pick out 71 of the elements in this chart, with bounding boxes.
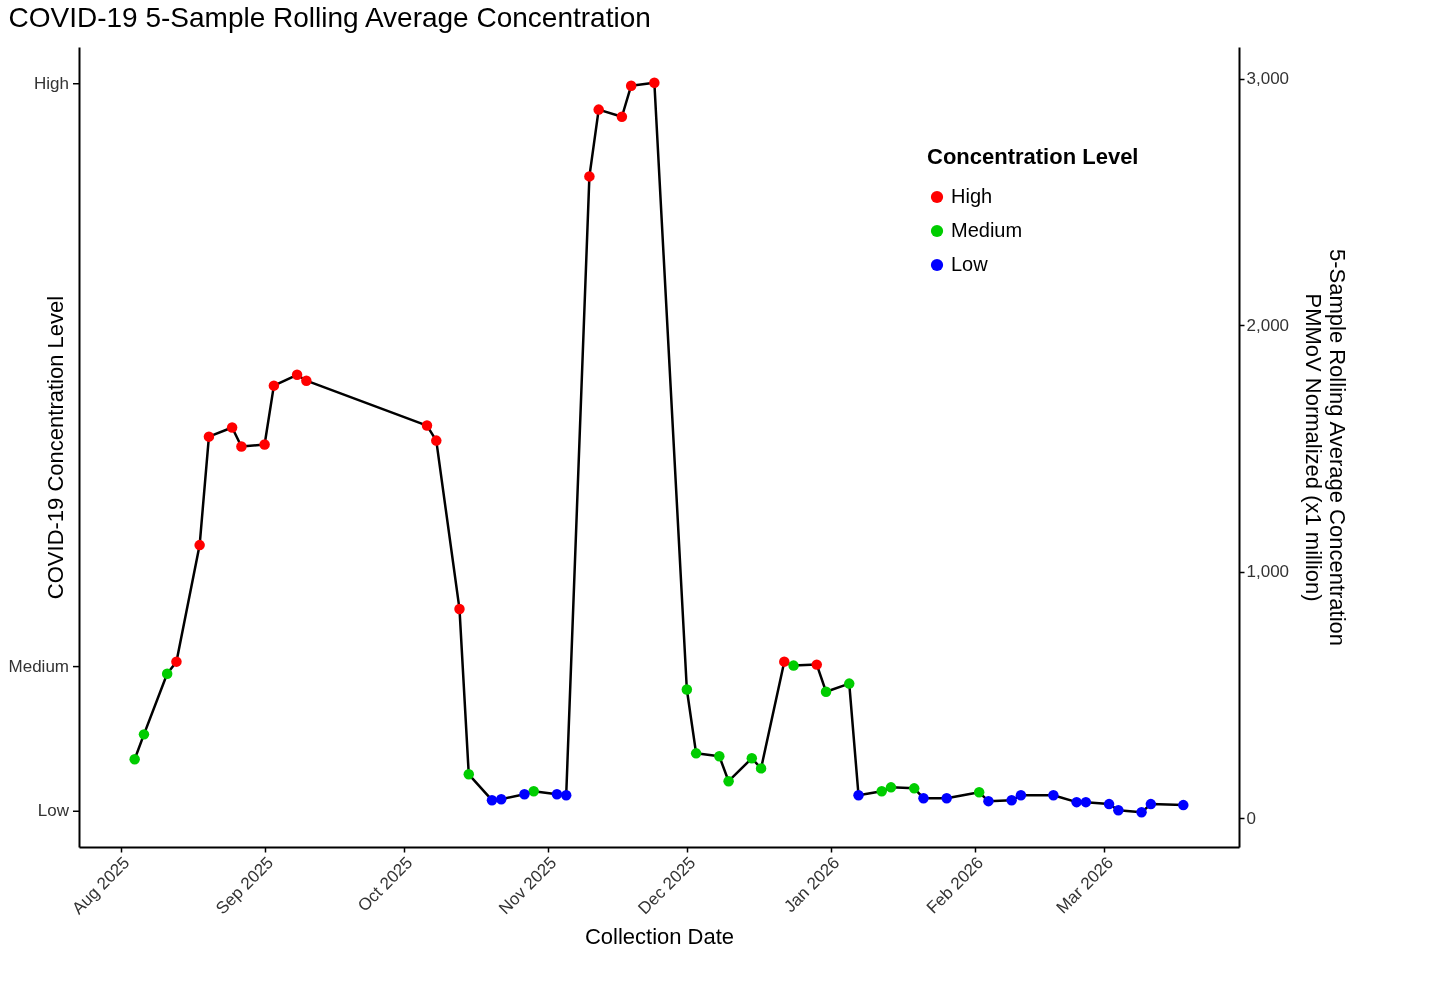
point <box>746 753 758 764</box>
point <box>496 793 507 805</box>
point <box>519 789 530 800</box>
ref-line-label: Medium <box>8 656 69 676</box>
legend-label: Low <box>951 253 989 275</box>
y2-tick-label: 0 <box>1246 808 1256 828</box>
point <box>918 792 929 804</box>
point <box>259 439 270 450</box>
point <box>463 769 474 780</box>
point <box>681 684 693 695</box>
point <box>129 754 140 765</box>
point <box>1071 796 1082 808</box>
point <box>194 539 205 551</box>
point <box>885 782 897 793</box>
legend-label: High <box>951 185 993 207</box>
point <box>755 763 767 774</box>
point <box>1048 790 1059 801</box>
point <box>788 660 799 671</box>
point <box>983 795 994 807</box>
point <box>138 729 150 740</box>
point <box>853 790 864 801</box>
ref-line-label: High <box>34 73 69 93</box>
point <box>616 111 628 122</box>
point <box>551 789 563 800</box>
point <box>268 380 280 391</box>
y-axis-title: COVID-19 Concentration Level <box>42 295 68 600</box>
point <box>1136 807 1147 818</box>
point <box>723 775 734 787</box>
ref-line-label: Low <box>37 801 70 821</box>
point <box>560 790 572 801</box>
y2-tick-label: 3,000 <box>1246 69 1290 89</box>
point <box>171 656 182 667</box>
point <box>779 656 790 667</box>
point <box>454 603 465 615</box>
x-axis-title: Collection Date <box>584 924 735 950</box>
y2-tick-label: 2,000 <box>1246 315 1290 335</box>
point <box>1178 799 1189 811</box>
legend-label: Medium <box>951 219 1023 241</box>
y2-tick-label: 1,000 <box>1246 562 1290 582</box>
point <box>421 420 433 431</box>
point <box>1080 796 1092 808</box>
point <box>690 748 702 759</box>
point <box>811 659 822 670</box>
point <box>876 786 887 797</box>
point <box>973 787 985 798</box>
point <box>593 104 604 115</box>
point <box>584 171 595 182</box>
point <box>649 77 660 88</box>
point <box>820 686 832 697</box>
point <box>486 794 498 806</box>
point <box>1113 805 1124 816</box>
point <box>301 375 312 386</box>
point <box>1006 794 1017 806</box>
point <box>431 435 442 446</box>
legend-title: Concentration Level <box>927 144 1139 169</box>
point <box>1103 798 1115 810</box>
chart-title: COVID-19 5-Sample Rolling Average Concentration <box>8 2 651 33</box>
point <box>236 441 247 452</box>
point <box>291 369 303 381</box>
point <box>226 422 238 433</box>
point <box>203 431 215 442</box>
point <box>941 792 952 804</box>
point <box>908 783 920 794</box>
point <box>161 668 173 679</box>
point <box>1145 798 1157 810</box>
point <box>528 786 539 797</box>
y2-axis-title: 5-Sample Rolling Average Concentration PMMoV Normalized (x1 million) <box>1301 248 1351 647</box>
point <box>714 751 725 762</box>
point <box>625 80 637 91</box>
point <box>1015 790 1027 801</box>
point <box>844 678 855 689</box>
